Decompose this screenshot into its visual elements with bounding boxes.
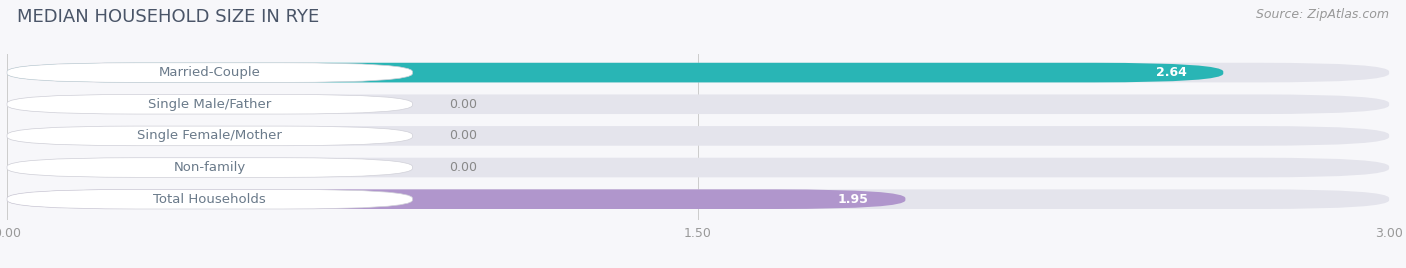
FancyBboxPatch shape	[7, 63, 1389, 82]
FancyBboxPatch shape	[7, 189, 905, 209]
FancyBboxPatch shape	[7, 94, 412, 114]
Text: Total Households: Total Households	[153, 193, 266, 206]
FancyBboxPatch shape	[7, 158, 1389, 177]
Text: Single Female/Mother: Single Female/Mother	[138, 129, 283, 142]
Text: MEDIAN HOUSEHOLD SIZE IN RYE: MEDIAN HOUSEHOLD SIZE IN RYE	[17, 8, 319, 26]
FancyBboxPatch shape	[7, 126, 1389, 146]
FancyBboxPatch shape	[7, 189, 1389, 209]
Text: 2.64: 2.64	[1156, 66, 1187, 79]
Text: Married-Couple: Married-Couple	[159, 66, 260, 79]
FancyBboxPatch shape	[7, 63, 412, 82]
FancyBboxPatch shape	[7, 189, 412, 209]
Text: Single Male/Father: Single Male/Father	[148, 98, 271, 111]
FancyBboxPatch shape	[7, 126, 412, 146]
FancyBboxPatch shape	[7, 94, 1389, 114]
FancyBboxPatch shape	[7, 63, 1223, 82]
Text: 1.95: 1.95	[838, 193, 869, 206]
Text: Non-family: Non-family	[173, 161, 246, 174]
FancyBboxPatch shape	[7, 158, 412, 177]
Text: 0.00: 0.00	[450, 98, 477, 111]
Text: 0.00: 0.00	[450, 161, 477, 174]
Text: Source: ZipAtlas.com: Source: ZipAtlas.com	[1256, 8, 1389, 21]
Text: 0.00: 0.00	[450, 129, 477, 142]
